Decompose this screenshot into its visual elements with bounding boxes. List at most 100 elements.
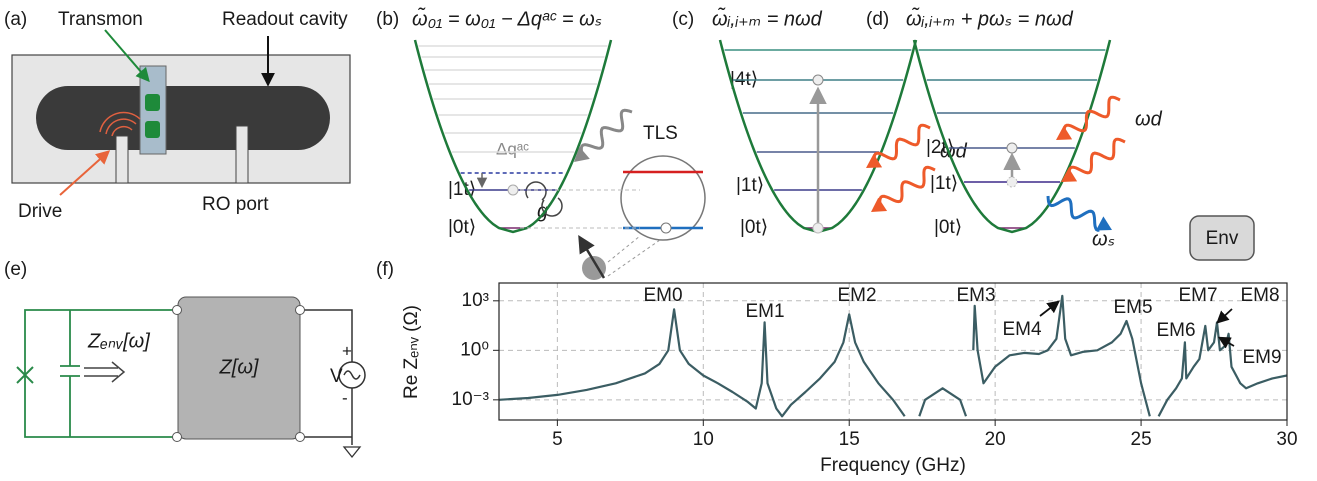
drive-pin — [115, 135, 129, 184]
label: Drive — [18, 201, 62, 222]
photon-head — [866, 153, 883, 168]
label: TLS — [643, 123, 678, 144]
state-label: |2t⟩ — [926, 137, 954, 158]
double-arrow — [84, 361, 126, 383]
photon — [1067, 137, 1126, 175]
photon-head — [574, 146, 590, 162]
annotation: EM9 — [1242, 347, 1281, 368]
data-line — [499, 294, 1287, 418]
state-dot — [812, 222, 824, 234]
photon — [872, 123, 931, 161]
guide — [607, 235, 661, 277]
potential-well — [413, 39, 613, 234]
potential-well — [912, 39, 1112, 234]
label: ωd — [1135, 108, 1163, 130]
pad — [145, 94, 160, 111]
device-sketch: Transmon Readout cavity Drive RO port — [11, 9, 351, 222]
label: Transmon — [58, 9, 143, 30]
defect — [582, 256, 606, 280]
annotation: EM1 — [745, 301, 784, 322]
state-label: |0t⟩ — [740, 217, 768, 238]
annotation: EM3 — [956, 285, 995, 306]
label: Env — [1206, 228, 1239, 249]
label: Z[ω] — [219, 356, 259, 378]
annotation: EM8 — [1240, 285, 1279, 306]
label: g — [537, 200, 548, 222]
x-tick-label: 20 — [985, 429, 1006, 450]
state-label: |1t⟩ — [930, 173, 958, 194]
panel-label: (a) — [4, 9, 27, 30]
annotation-arrow — [1039, 300, 1060, 317]
arrow — [578, 234, 606, 279]
plot-frame — [498, 282, 1288, 421]
guide — [520, 189, 640, 229]
y-tick-label: 10⁰ — [460, 339, 489, 360]
panel-label: (d) — [866, 9, 889, 30]
ro-pin — [235, 125, 249, 184]
photon-head — [1061, 167, 1078, 182]
junction — [16, 366, 34, 384]
label: V — [330, 366, 343, 387]
port — [295, 305, 305, 315]
photon-head — [871, 197, 888, 212]
panel-label: (f) — [376, 259, 394, 280]
panel-label: (c) — [672, 9, 694, 30]
photon — [1046, 195, 1100, 232]
photon-head — [1095, 216, 1112, 231]
x-tick-label: 5 — [552, 429, 563, 450]
arrow — [59, 150, 111, 196]
y-tick-label: 10⁻³ — [452, 389, 490, 410]
tls-sketch — [525, 155, 706, 280]
annotation: EM4 — [1002, 319, 1042, 340]
annotation: EM5 — [1113, 297, 1152, 318]
x-axis-label: Frequency (GHz) — [820, 455, 966, 476]
state-dot — [1006, 176, 1018, 188]
annotation: EM6 — [1156, 320, 1195, 341]
photon — [878, 165, 936, 207]
panel-label: (e) — [4, 259, 27, 280]
y-tick-label: 10³ — [462, 290, 489, 311]
photon-head — [1056, 125, 1073, 140]
state-dot — [1006, 142, 1018, 154]
label: Readout cavity — [222, 9, 348, 30]
photon — [1062, 95, 1121, 133]
annotation: EM7 — [1178, 285, 1217, 306]
equation: ω̃ᵢ,ᵢ₊ₘ + pωₛ = nωd — [906, 6, 1074, 30]
env-box — [1189, 215, 1255, 261]
x-tick-label: 30 — [1276, 429, 1297, 450]
annotation: EM0 — [643, 285, 682, 306]
photon — [579, 108, 633, 156]
impedance-box — [177, 296, 301, 440]
state-label: |1t⟩ — [736, 175, 764, 196]
source-sine — [343, 370, 361, 380]
equation: ω̃₀₁ = ω₀₁ − Δqᵃᶜ = ωₛ — [412, 6, 602, 30]
equation: ω̃ᵢ,ᵢ₊ₘ = nωd — [712, 6, 823, 30]
ground — [342, 446, 362, 459]
x-tick-label: 15 — [839, 429, 860, 450]
panel-label: (b) — [376, 9, 399, 30]
port — [172, 305, 182, 315]
state-label: |0t⟩ — [934, 217, 962, 238]
wires — [24, 309, 177, 438]
drive-waves — [99, 111, 141, 137]
port — [172, 432, 182, 442]
arrow — [104, 29, 150, 83]
label: Zₑₙᵥ[ω] — [87, 330, 150, 352]
y-axis-label: Re Zₑₙᵥ (Ω) — [401, 305, 422, 399]
port — [295, 432, 305, 442]
state-label: |0t⟩ — [448, 217, 476, 238]
label: ωₛ — [1092, 228, 1115, 250]
label: Δqᵃᶜ — [496, 139, 529, 158]
label: + — [342, 341, 352, 360]
coupling-arrows — [525, 181, 563, 217]
pad — [145, 121, 160, 138]
state-dot — [507, 184, 519, 196]
x-tick-label: 10 — [693, 429, 714, 450]
annotation-arrow — [1216, 308, 1233, 324]
label: - — [342, 388, 348, 407]
annotation-arrow — [1217, 336, 1235, 349]
label: RO port — [202, 194, 269, 215]
